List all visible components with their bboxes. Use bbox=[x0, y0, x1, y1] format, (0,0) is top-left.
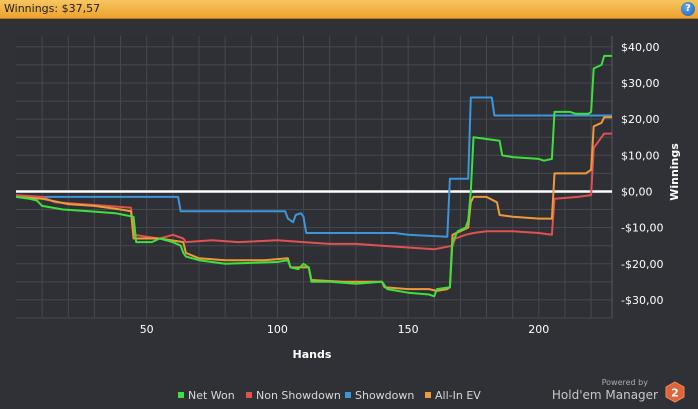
x-axis-label: Hands bbox=[293, 348, 332, 361]
y-tick-label: -$30,00 bbox=[621, 294, 663, 307]
legend-swatch bbox=[246, 392, 252, 398]
branding: Powered by Hold'em Manager 2 bbox=[538, 378, 688, 406]
legend-swatch bbox=[425, 392, 431, 398]
legend-label: Non Showdown bbox=[256, 389, 341, 402]
legend: Net Won Non Showdown Showdown All-In EV bbox=[178, 389, 481, 402]
x-tick-label: 200 bbox=[528, 323, 549, 336]
winnings-title: Winnings: $37,57 bbox=[4, 2, 101, 15]
legend-swatch bbox=[345, 392, 351, 398]
x-axis-ticks: 50 100 150 200 bbox=[140, 323, 550, 336]
x-tick-label: 150 bbox=[398, 323, 419, 336]
powered-by-label: Powered by bbox=[601, 378, 648, 387]
series-line-showdown bbox=[16, 96, 612, 238]
brand-badge-text: 2 bbox=[671, 387, 679, 400]
brand-logo-icon: 2 bbox=[665, 381, 685, 403]
x-tick-label: 100 bbox=[267, 323, 288, 336]
help-icon[interactable]: ? bbox=[681, 2, 695, 16]
y-tick-label: $40,00 bbox=[621, 41, 660, 54]
grid-lines bbox=[16, 36, 613, 319]
y-tick-label: $20,00 bbox=[621, 113, 660, 126]
series-lines bbox=[15, 54, 612, 298]
y-tick-label: $0,00 bbox=[621, 185, 653, 198]
y-tick-label: -$20,00 bbox=[621, 258, 663, 271]
series-line-all-in-ev bbox=[15, 116, 612, 292]
y-tick-label: $10,00 bbox=[621, 149, 660, 162]
legend-swatch bbox=[178, 392, 184, 398]
series-line-net-won bbox=[15, 54, 612, 298]
brand-name: Hold'em Manager bbox=[551, 388, 658, 402]
title-bar: Winnings: $37,57 ? bbox=[0, 0, 698, 19]
y-tick-label: $30,00 bbox=[621, 77, 660, 90]
legend-label: All-In EV bbox=[435, 389, 481, 402]
x-tick-label: 50 bbox=[140, 323, 154, 336]
y-axis-ticks: $40,00 $30,00 $20,00 $10,00 $0,00 -$10,00 -$20… bbox=[621, 41, 663, 307]
legend-label: Showdown bbox=[355, 389, 414, 402]
legend-label: Net Won bbox=[188, 389, 235, 402]
plot-area bbox=[16, 36, 612, 318]
y-tick-label: -$10,00 bbox=[621, 222, 663, 235]
y-axis-label: Winnings bbox=[668, 143, 681, 201]
